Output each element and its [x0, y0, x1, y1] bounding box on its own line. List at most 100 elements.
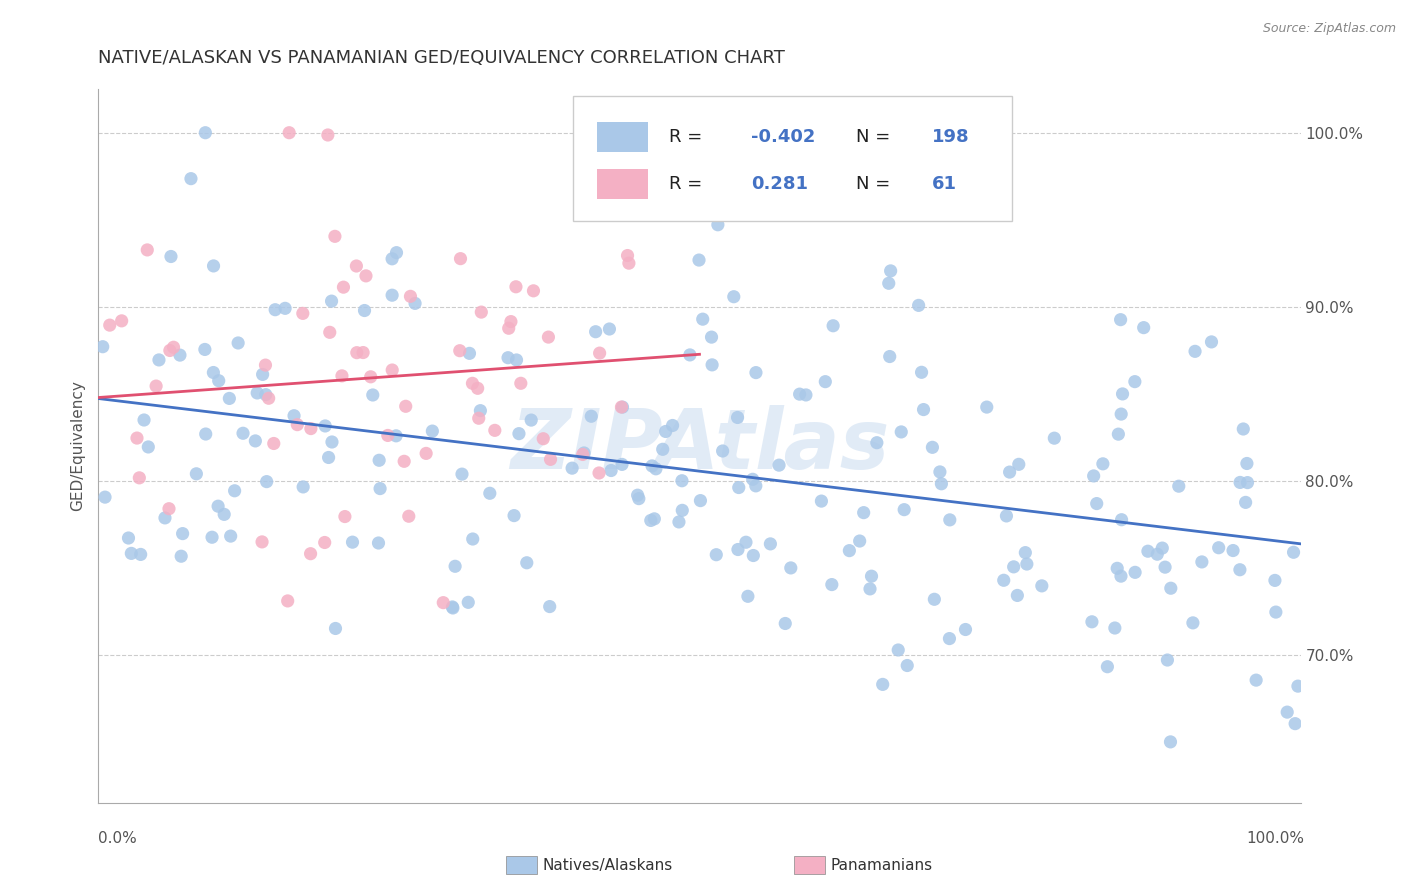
Point	[1107, 427, 1129, 442]
Point	[392, 454, 415, 468]
Point	[742, 549, 765, 563]
Point	[450, 252, 472, 266]
Point	[194, 343, 217, 357]
Point	[540, 452, 562, 467]
Point	[444, 559, 467, 574]
Point	[145, 379, 167, 393]
Point	[98, 318, 121, 332]
Point	[938, 632, 960, 646]
Point	[129, 548, 152, 562]
Point	[257, 391, 280, 405]
Point	[509, 376, 531, 391]
Point	[995, 508, 1018, 523]
Point	[810, 494, 832, 508]
Point	[931, 476, 953, 491]
Point	[1159, 735, 1181, 749]
Point	[789, 387, 811, 401]
Point	[226, 336, 249, 351]
Point	[441, 599, 464, 614]
Point	[600, 463, 623, 477]
Point	[768, 458, 790, 472]
Point	[508, 426, 530, 441]
Point	[890, 425, 912, 439]
Point	[571, 447, 593, 461]
Point	[700, 330, 723, 344]
Point	[153, 511, 176, 525]
Point	[277, 594, 299, 608]
Point	[148, 353, 170, 368]
Point	[610, 400, 633, 414]
Point	[172, 526, 194, 541]
Point	[1286, 679, 1309, 693]
Point	[993, 574, 1015, 588]
Point	[441, 601, 464, 615]
Point	[679, 348, 702, 362]
Point	[202, 259, 225, 273]
Point	[318, 450, 340, 465]
Point	[467, 411, 489, 425]
Point	[893, 502, 915, 516]
Point	[91, 340, 114, 354]
Point	[700, 358, 723, 372]
Point	[711, 444, 734, 458]
Point	[745, 479, 768, 493]
Point	[617, 256, 640, 270]
Point	[520, 413, 543, 427]
Text: 198: 198	[932, 128, 969, 146]
Point	[1109, 407, 1132, 421]
Point	[94, 490, 117, 504]
Point	[332, 280, 354, 294]
Point	[422, 424, 444, 438]
Point	[1264, 605, 1286, 619]
Point	[224, 483, 246, 498]
Point	[478, 486, 501, 500]
Point	[207, 499, 229, 513]
Point	[735, 535, 758, 549]
Point	[644, 462, 666, 476]
Point	[572, 446, 595, 460]
Point	[737, 590, 759, 604]
Point	[955, 623, 977, 637]
Point	[616, 248, 638, 262]
Point	[346, 345, 368, 359]
Point	[1111, 387, 1133, 401]
Point	[283, 409, 305, 423]
Point	[866, 435, 889, 450]
Point	[1091, 457, 1114, 471]
Point	[180, 171, 202, 186]
Point	[316, 128, 339, 142]
Point	[321, 435, 343, 450]
Point	[727, 410, 749, 425]
Point	[1208, 541, 1230, 555]
Point	[939, 513, 962, 527]
Point	[292, 480, 315, 494]
Point	[877, 277, 900, 291]
Point	[859, 582, 882, 596]
Point	[1284, 716, 1306, 731]
Point	[671, 503, 693, 517]
Point	[671, 474, 693, 488]
Point	[323, 229, 346, 244]
Text: R =: R =	[669, 128, 703, 146]
Point	[360, 369, 382, 384]
Point	[461, 532, 484, 546]
Point	[162, 340, 184, 354]
Point	[814, 375, 837, 389]
Point	[201, 530, 224, 544]
Point	[458, 346, 481, 360]
Point	[415, 446, 437, 460]
Point	[1156, 653, 1178, 667]
Point	[377, 428, 399, 442]
Point	[361, 388, 384, 402]
Text: 100.0%: 100.0%	[1247, 831, 1305, 846]
Point	[1081, 615, 1104, 629]
Point	[643, 512, 665, 526]
Text: ZIPAtlas: ZIPAtlas	[510, 406, 889, 486]
Point	[353, 303, 375, 318]
Point	[285, 417, 308, 432]
Point	[299, 421, 322, 435]
Point	[588, 466, 610, 480]
Text: R =: R =	[669, 175, 703, 193]
Point	[314, 419, 336, 434]
Point	[723, 290, 745, 304]
